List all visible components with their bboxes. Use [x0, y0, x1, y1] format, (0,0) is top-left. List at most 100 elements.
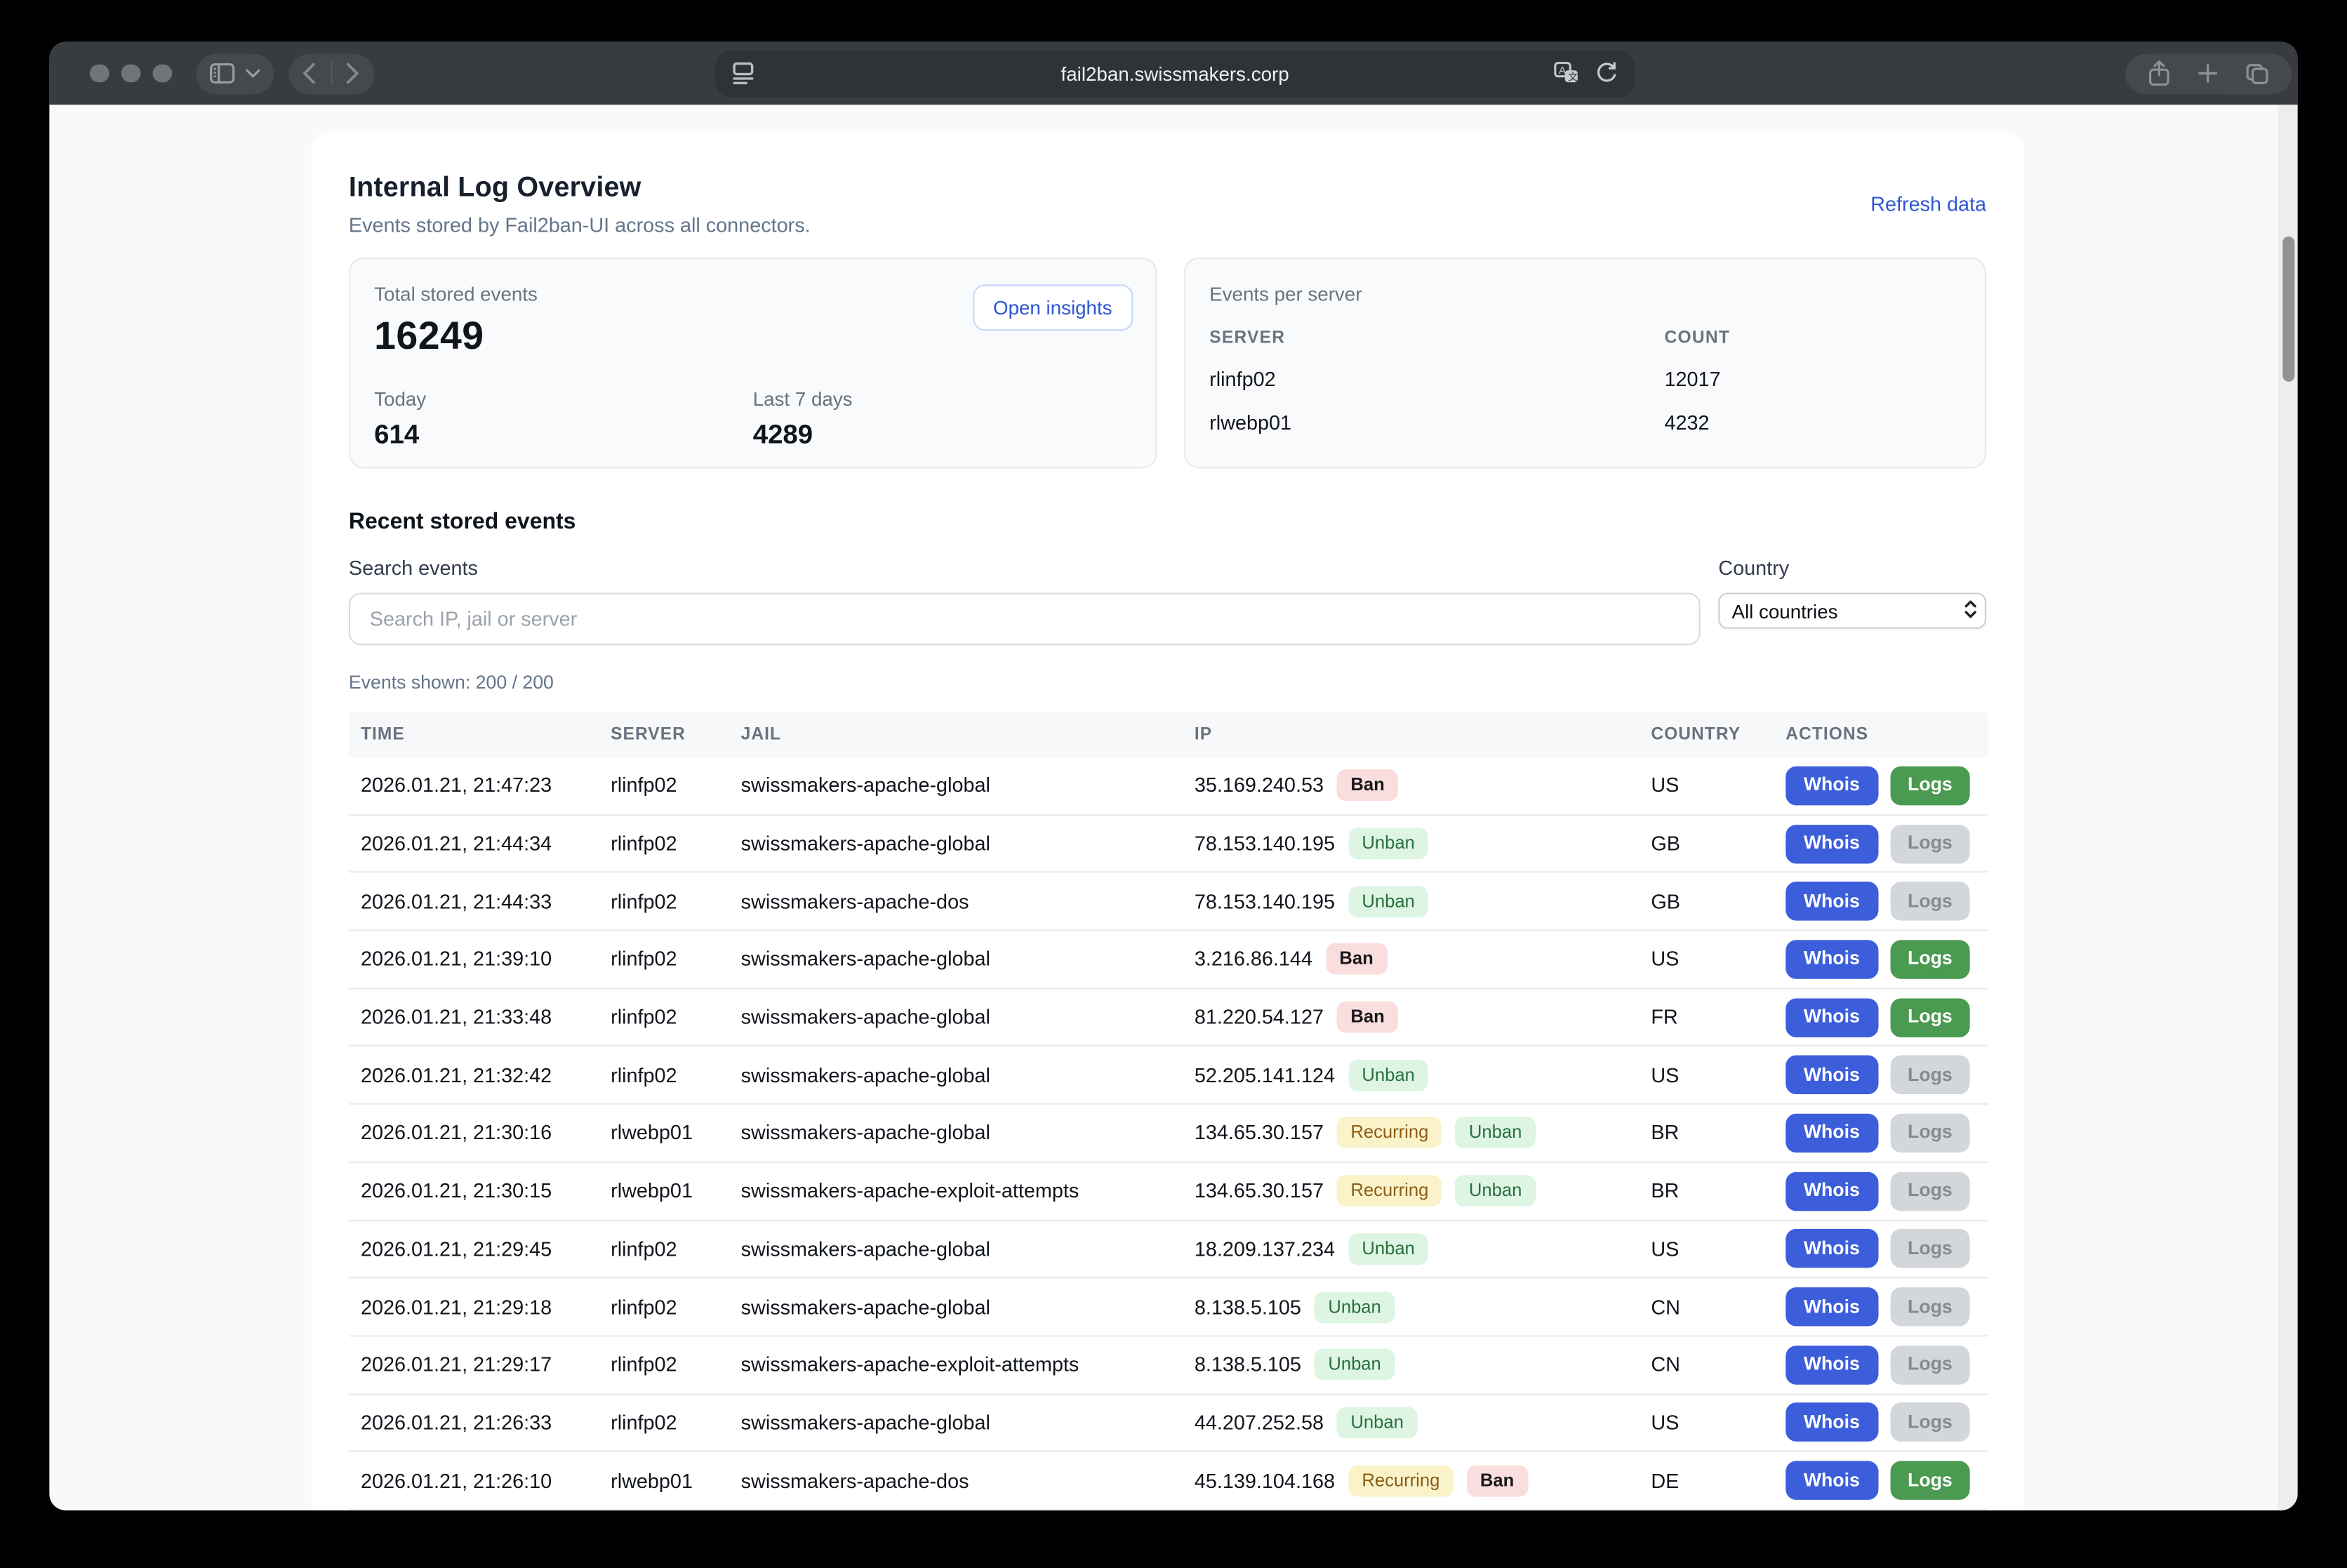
- whois-button[interactable]: Whois: [1786, 1403, 1877, 1442]
- logs-button[interactable]: Logs: [1889, 882, 1970, 921]
- whois-button[interactable]: Whois: [1786, 882, 1877, 921]
- whois-button[interactable]: Whois: [1786, 998, 1877, 1037]
- desktop: fail2ban.swissmakers.corp A 文: [0, 0, 2347, 1568]
- logs-button[interactable]: Logs: [1889, 824, 1970, 863]
- page-viewport: Internal Log Overview Events stored by F…: [49, 105, 2297, 1510]
- sidebar-toggle-icon[interactable]: [209, 63, 234, 84]
- whois-button[interactable]: Whois: [1786, 1287, 1877, 1326]
- address-bar[interactable]: fail2ban.swissmakers.corp A 文: [715, 50, 1634, 96]
- event-jail: swissmakers-apache-exploit-attempts: [741, 1353, 1195, 1376]
- whois-button[interactable]: Whois: [1786, 824, 1877, 863]
- whois-button[interactable]: Whois: [1786, 1461, 1877, 1500]
- sidebar-toggle-group: [195, 53, 273, 94]
- column-header-jail: JAIL: [741, 726, 1195, 744]
- logs-button[interactable]: Logs: [1889, 998, 1970, 1037]
- column-header-actions: ACTIONS: [1786, 726, 1976, 744]
- event-jail: swissmakers-apache-global: [741, 774, 1195, 797]
- eps-col-count: COUNT: [1665, 329, 1961, 347]
- event-actions: Whois Logs: [1786, 1230, 1976, 1268]
- logs-button[interactable]: Logs: [1889, 1171, 1970, 1210]
- zoom-window-button[interactable]: [153, 64, 172, 83]
- new-tab-icon[interactable]: [2198, 63, 2219, 84]
- logs-button[interactable]: Logs: [1889, 1056, 1970, 1094]
- refresh-data-link[interactable]: Refresh data: [1870, 192, 1986, 215]
- event-time: 2026.01.21, 21:26:10: [349, 1469, 611, 1491]
- event-jail: swissmakers-apache-global: [741, 948, 1195, 971]
- event-country: US: [1651, 1064, 1786, 1087]
- logs-button[interactable]: Logs: [1889, 1461, 1970, 1500]
- last7-value: 4289: [753, 419, 1132, 451]
- event-ip-cell: 18.209.137.234 Unban: [1195, 1233, 1651, 1265]
- event-server: rlinfp02: [611, 774, 741, 797]
- table-row: 2026.01.21, 21:30:16 rlwebp01 swissmaker…: [349, 1105, 1988, 1163]
- events-table: TIMESERVERJAILIPCOUNTRYACTIONS 2026.01.2…: [349, 712, 1988, 1510]
- badge-unban: Unban: [1456, 1175, 1536, 1207]
- badge-unban: Unban: [1348, 886, 1428, 917]
- search-input[interactable]: [349, 593, 1701, 646]
- event-ip-cell: 45.139.104.168 RecurringBan: [1195, 1465, 1651, 1496]
- badge-unban: Unban: [1315, 1349, 1395, 1381]
- badge-ban: Ban: [1337, 1002, 1398, 1033]
- today-label: Today: [374, 387, 753, 410]
- whois-button[interactable]: Whois: [1786, 766, 1877, 805]
- reload-icon[interactable]: [1595, 60, 1618, 84]
- table-row: 2026.01.21, 21:30:15 rlwebp01 swissmaker…: [349, 1163, 1988, 1221]
- event-actions: Whois Logs: [1786, 940, 1976, 978]
- search-row: Search events Country All countries: [349, 557, 1986, 645]
- logs-button[interactable]: Logs: [1889, 766, 1970, 805]
- event-country: CN: [1651, 1353, 1786, 1376]
- minimize-window-button[interactable]: [121, 64, 140, 83]
- event-ip: 3.216.86.144: [1195, 948, 1312, 971]
- table-row: 2026.01.21, 21:32:42 rlinfp02 swissmaker…: [349, 1047, 1988, 1105]
- forward-icon[interactable]: [346, 63, 359, 84]
- whois-button[interactable]: Whois: [1786, 1171, 1877, 1210]
- chevron-down-icon[interactable]: [245, 69, 260, 78]
- column-header-server: SERVER: [611, 726, 741, 744]
- whois-button[interactable]: Whois: [1786, 1114, 1877, 1152]
- event-actions: Whois Logs: [1786, 824, 1976, 863]
- logs-button[interactable]: Logs: [1889, 940, 1970, 978]
- back-icon[interactable]: [302, 63, 316, 84]
- logs-button[interactable]: Logs: [1889, 1287, 1970, 1326]
- event-ip-cell: 78.153.140.195 Unban: [1195, 828, 1651, 859]
- whois-button[interactable]: Whois: [1786, 1056, 1877, 1094]
- event-country: GB: [1651, 832, 1786, 855]
- browser-window: fail2ban.swissmakers.corp A 文: [49, 42, 2297, 1510]
- event-jail: swissmakers-apache-exploit-attempts: [741, 1180, 1195, 1202]
- column-header-time: TIME: [349, 726, 611, 744]
- address-bar-actions: A 文: [1554, 60, 1618, 84]
- event-actions: Whois Logs: [1786, 1287, 1976, 1326]
- whois-button[interactable]: Whois: [1786, 1230, 1877, 1268]
- logs-button[interactable]: Logs: [1889, 1230, 1970, 1268]
- table-row: 2026.01.21, 21:47:23 rlinfp02 swissmaker…: [349, 757, 1988, 816]
- event-server: rlinfp02: [611, 1064, 741, 1087]
- share-icon[interactable]: [2148, 60, 2170, 86]
- event-time: 2026.01.21, 21:29:45: [349, 1237, 611, 1260]
- reader-format-icon[interactable]: [732, 60, 754, 84]
- logs-button[interactable]: Logs: [1889, 1346, 1970, 1384]
- scrollbar-thumb[interactable]: [2282, 237, 2294, 382]
- close-window-button[interactable]: [90, 64, 109, 83]
- logs-button[interactable]: Logs: [1889, 1403, 1970, 1442]
- event-ip: 8.138.5.105: [1195, 1353, 1301, 1376]
- logs-button[interactable]: Logs: [1889, 1114, 1970, 1152]
- whois-button[interactable]: Whois: [1786, 940, 1877, 978]
- event-country: DE: [1651, 1469, 1786, 1491]
- open-insights-button[interactable]: Open insights: [972, 284, 1133, 331]
- country-label: Country: [1718, 557, 1986, 579]
- scrollbar-track[interactable]: [2278, 105, 2298, 1510]
- badge-recurring: Recurring: [1348, 1465, 1453, 1496]
- event-server: rlwebp01: [611, 1122, 741, 1144]
- translate-icon[interactable]: A 文: [1554, 60, 1579, 84]
- event-time: 2026.01.21, 21:44:34: [349, 832, 611, 855]
- badge-unban: Unban: [1348, 1059, 1428, 1091]
- eps-server: rlwebp01: [1209, 411, 1664, 434]
- country-select[interactable]: All countries: [1718, 593, 1986, 629]
- event-server: rlinfp02: [611, 1296, 741, 1318]
- event-ip-cell: 134.65.30.157 RecurringUnban: [1195, 1117, 1651, 1149]
- event-ip-cell: 52.205.141.124 Unban: [1195, 1059, 1651, 1091]
- event-country: BR: [1651, 1122, 1786, 1144]
- tab-overview-icon[interactable]: [2245, 62, 2269, 85]
- nav-buttons: [288, 53, 374, 94]
- whois-button[interactable]: Whois: [1786, 1346, 1877, 1384]
